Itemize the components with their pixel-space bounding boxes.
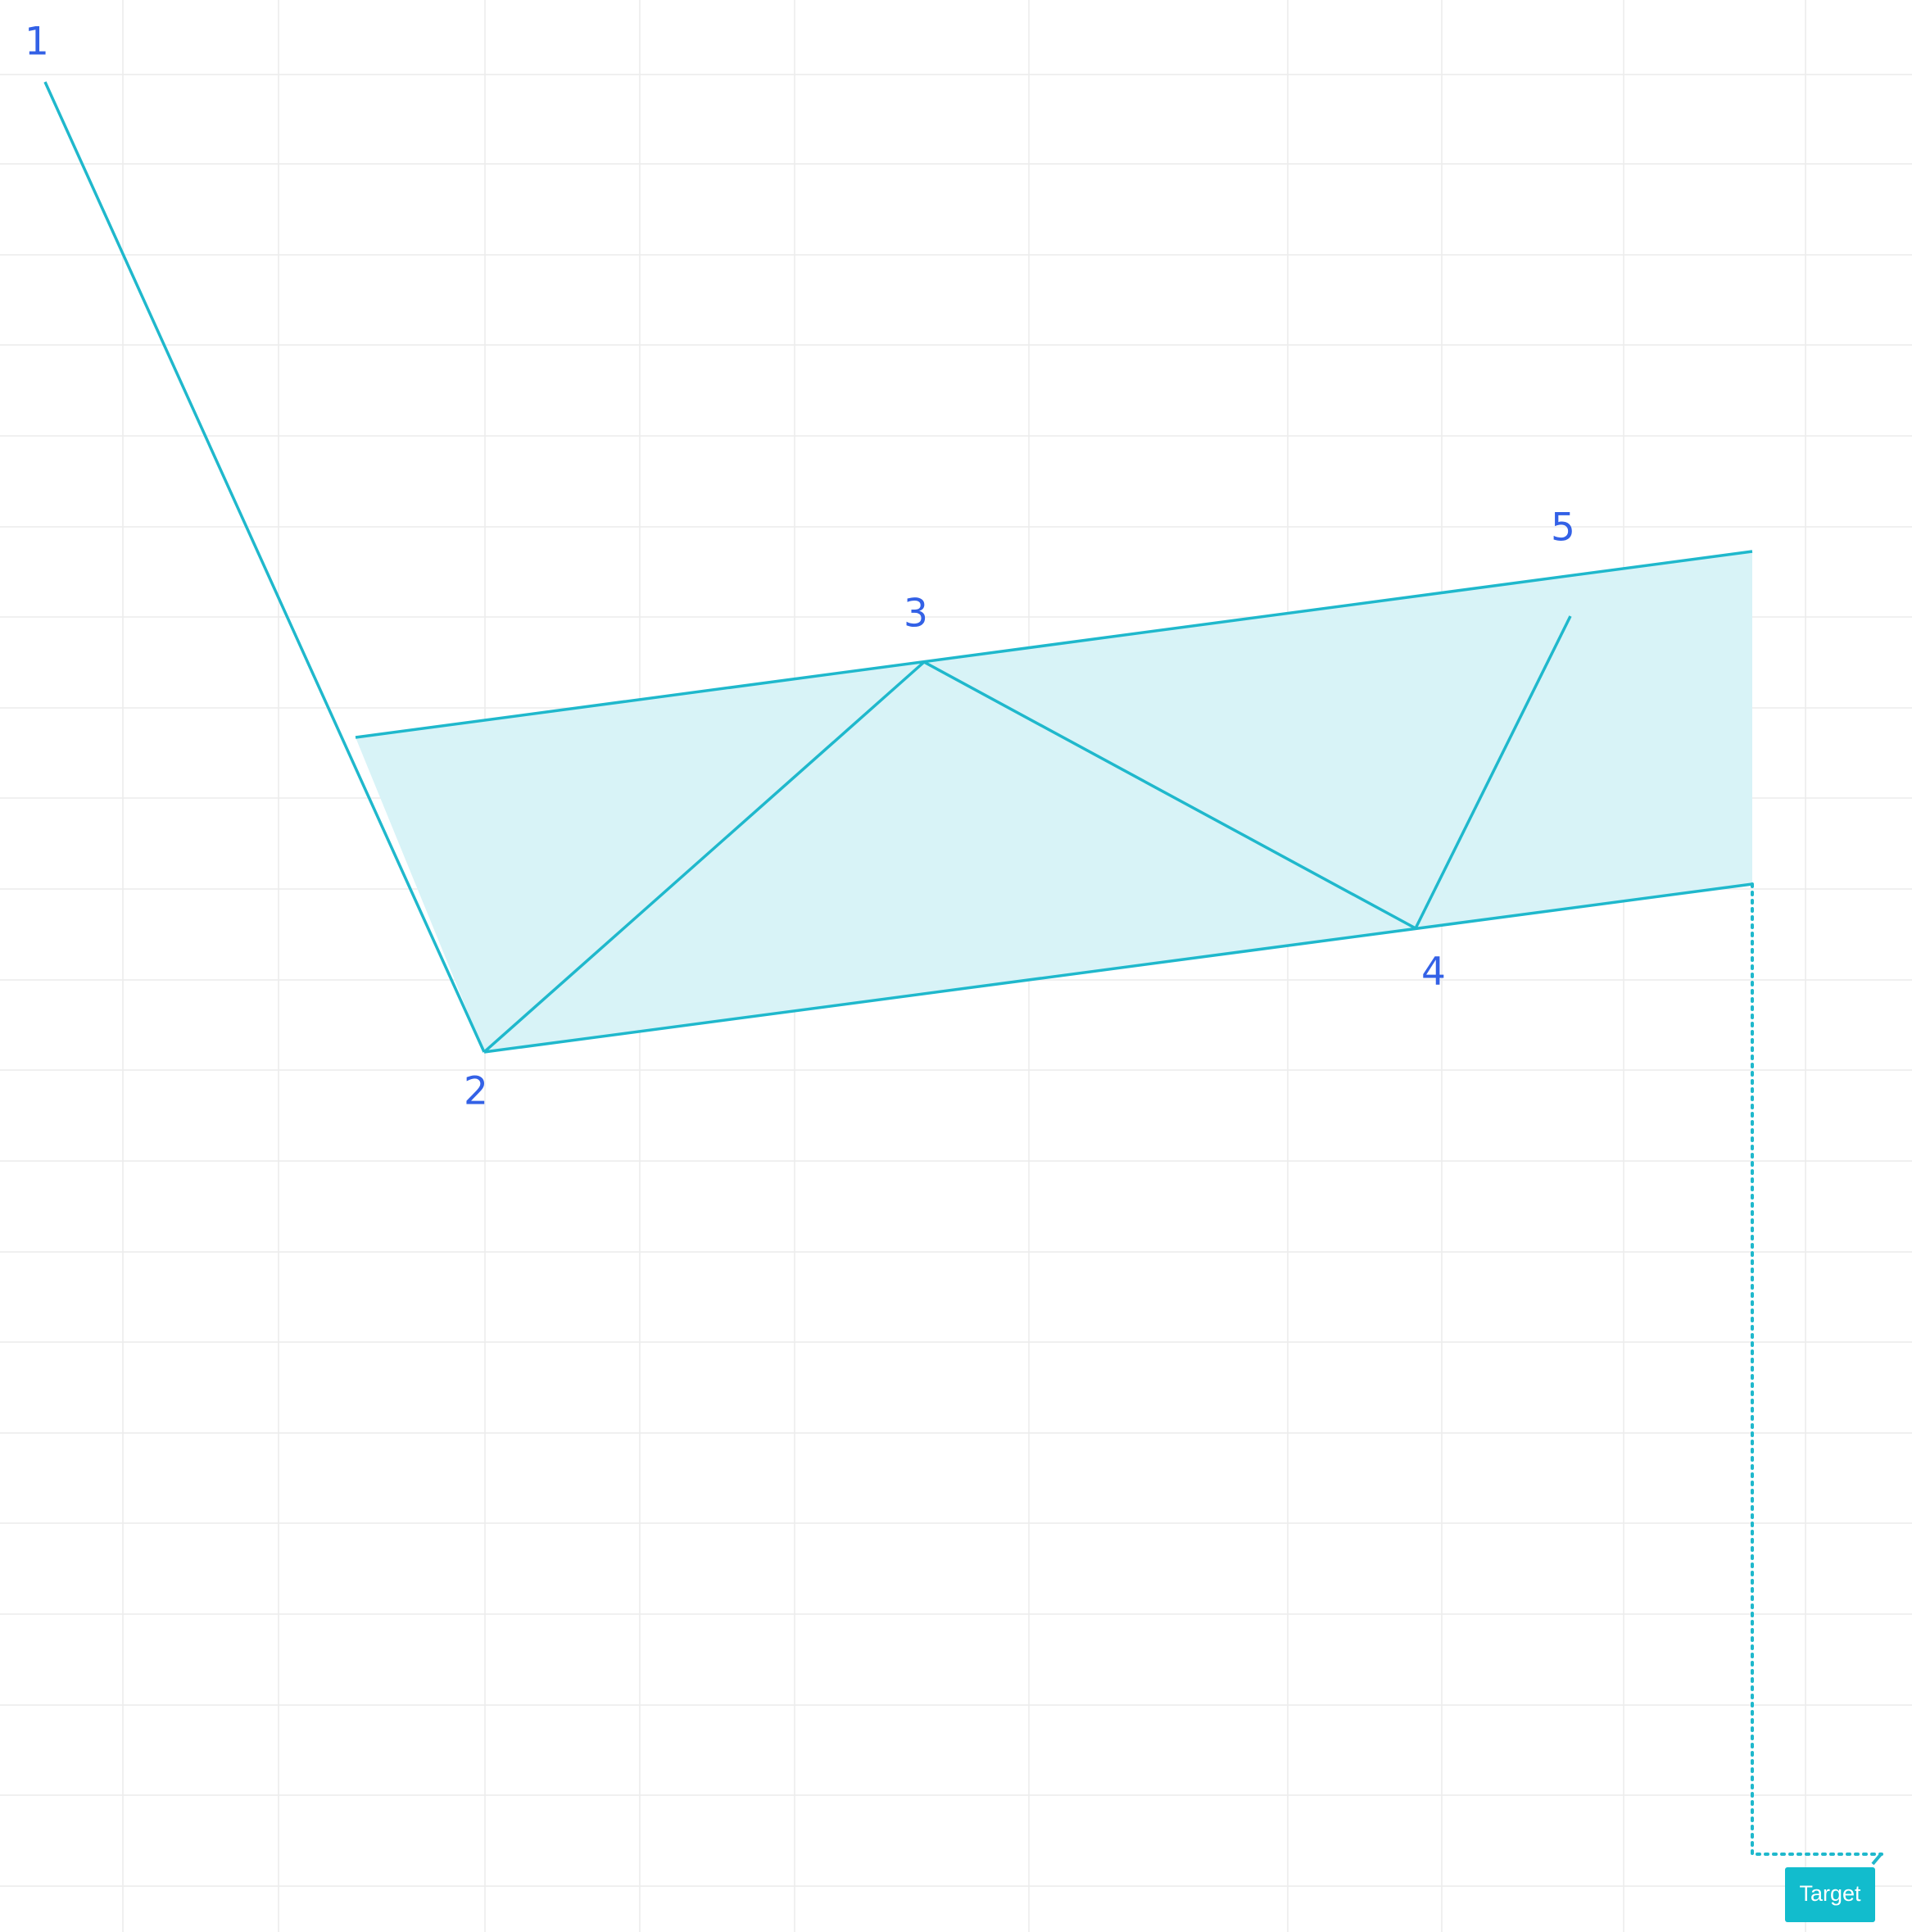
wave-label-1: 1 <box>25 20 49 65</box>
wave-segment-3-4[interactable] <box>923 660 1416 930</box>
wave-segment-4-5[interactable] <box>1414 615 1572 929</box>
wave-label-2: 2 <box>464 1069 488 1114</box>
target-badge-background <box>1785 1867 1875 1922</box>
wave-segment-1-2[interactable] <box>43 81 486 1053</box>
wave-label-3: 3 <box>904 592 928 637</box>
wave-label-5: 5 <box>1551 506 1575 551</box>
target-badge[interactable]: Target <box>1785 1867 1875 1922</box>
channel-fill-area <box>356 551 1752 1052</box>
wave-segment-2-3[interactable] <box>483 660 926 1054</box>
wave-label-4: 4 <box>1421 950 1446 995</box>
target-tick-mark <box>1871 1852 1883 1866</box>
channel-lower-line[interactable] <box>483 882 1753 1054</box>
channel-upper-line[interactable] <box>355 550 1753 739</box>
target-badge-label: Target <box>1799 1881 1861 1906</box>
target-projection-line[interactable] <box>1751 882 1883 1856</box>
